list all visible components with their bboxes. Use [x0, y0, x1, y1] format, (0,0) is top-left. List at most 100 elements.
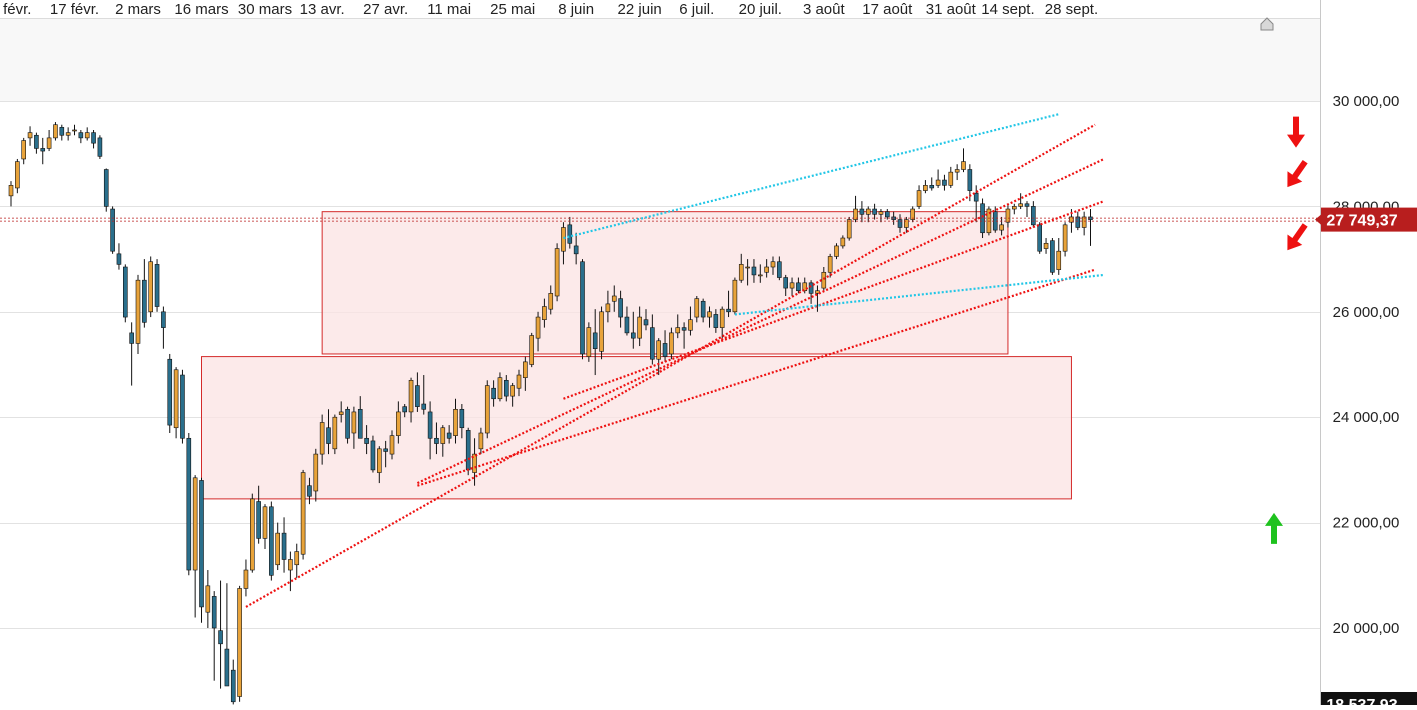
y-axis-panel: [1320, 0, 1417, 705]
candle-body: [910, 208, 916, 220]
arrow-shape: [1287, 159, 1308, 188]
candle-body: [935, 179, 941, 186]
candle-body: [897, 219, 903, 228]
x-tick-label: 11 mai: [427, 1, 471, 18]
candle-body: [465, 430, 471, 471]
candle-body: [288, 559, 293, 571]
last-price-tag: [1321, 207, 1417, 232]
candle-body: [205, 585, 211, 613]
candle-body: [961, 161, 966, 170]
candle-body: [796, 282, 801, 292]
candle-body: [199, 480, 204, 608]
candle-body: [611, 295, 617, 302]
candle-body: [846, 219, 852, 239]
candle-body: [1024, 203, 1030, 207]
candle-body: [948, 171, 954, 186]
x-tick-label: 17 août: [862, 1, 913, 18]
candle-body: [554, 248, 560, 297]
candle-body: [364, 437, 369, 444]
candle-body: [345, 408, 350, 439]
candle-body: [707, 311, 712, 318]
candle-body: [605, 303, 611, 313]
candle-body: [142, 279, 147, 323]
candle-body: [415, 385, 420, 407]
candle-body: [148, 261, 153, 313]
candle-body: [516, 374, 522, 389]
candle-body: [313, 453, 319, 492]
candle-body: [967, 169, 973, 191]
candle-body: [916, 190, 922, 207]
candle-body: [97, 137, 103, 157]
candle-body: [370, 440, 376, 471]
min-price-label: 18 537,93: [1326, 697, 1397, 705]
candle-body: [561, 227, 566, 252]
candle-body: [1011, 206, 1017, 210]
candle-body: [503, 380, 509, 397]
candle-body: [15, 161, 20, 189]
candle-body: [764, 266, 769, 273]
candle-body: [789, 282, 795, 289]
candle-body: [34, 134, 39, 149]
candle-body: [777, 261, 782, 278]
candle-body: [599, 311, 604, 352]
candle-body: [116, 253, 122, 265]
x-tick-label: 16 mars: [174, 1, 228, 18]
arrow-shape: [1287, 223, 1308, 251]
candle-body: [357, 408, 363, 439]
candle-body: [738, 264, 744, 281]
candle-body: [389, 435, 395, 455]
candle-body: [745, 266, 750, 269]
candle-body: [700, 300, 706, 318]
candle-body: [662, 343, 668, 357]
candle-body: [669, 332, 674, 355]
candle-body: [567, 224, 573, 244]
red-trendline: [416, 157, 1105, 485]
candle-body: [681, 327, 687, 331]
candle-body: [884, 211, 890, 218]
x-tick-label: 2 mars: [115, 1, 161, 18]
candle-body: [421, 403, 427, 410]
candle-body: [1005, 208, 1011, 223]
candle-body: [497, 377, 503, 400]
candle-body: [21, 140, 27, 160]
candle-body: [859, 208, 865, 215]
candle-body: [167, 358, 173, 426]
candle-body: [688, 319, 693, 331]
candle-body: [834, 245, 839, 257]
arrow-shape: [1287, 116, 1305, 148]
candle-body: [783, 277, 789, 289]
candle-body: [1069, 216, 1074, 223]
candle-body: [192, 477, 198, 571]
candle-body: [8, 185, 14, 197]
candle-body: [713, 314, 719, 328]
candle-body: [173, 369, 179, 429]
x-tick-label: 20 juil.: [739, 1, 782, 18]
candle-body: [853, 208, 858, 220]
candle-body: [281, 532, 287, 560]
candle-body: [294, 551, 300, 566]
x-tick-label: 27 avr.: [363, 1, 408, 18]
x-tick-label: 14 sept.: [981, 1, 1034, 18]
candle-body: [103, 169, 109, 207]
candle-body: [446, 432, 452, 439]
candle-body: [872, 208, 877, 215]
candle-body: [815, 290, 820, 294]
candle-body: [973, 192, 979, 202]
candle-body: [332, 416, 338, 450]
candle-body: [1043, 242, 1049, 249]
x-tick-label: 22 juin: [618, 1, 662, 18]
red-trendline: [417, 268, 1096, 487]
candle-body: [319, 422, 325, 455]
candle-body: [351, 411, 357, 434]
candle-body: [275, 532, 281, 566]
candle-body: [694, 298, 700, 318]
candle-body: [434, 437, 439, 444]
candle-body: [154, 264, 160, 307]
candle-body: [211, 596, 217, 629]
candle-body: [256, 501, 261, 539]
candle-body: [53, 124, 58, 139]
candle-body: [218, 630, 223, 645]
candle-body: [954, 169, 960, 173]
